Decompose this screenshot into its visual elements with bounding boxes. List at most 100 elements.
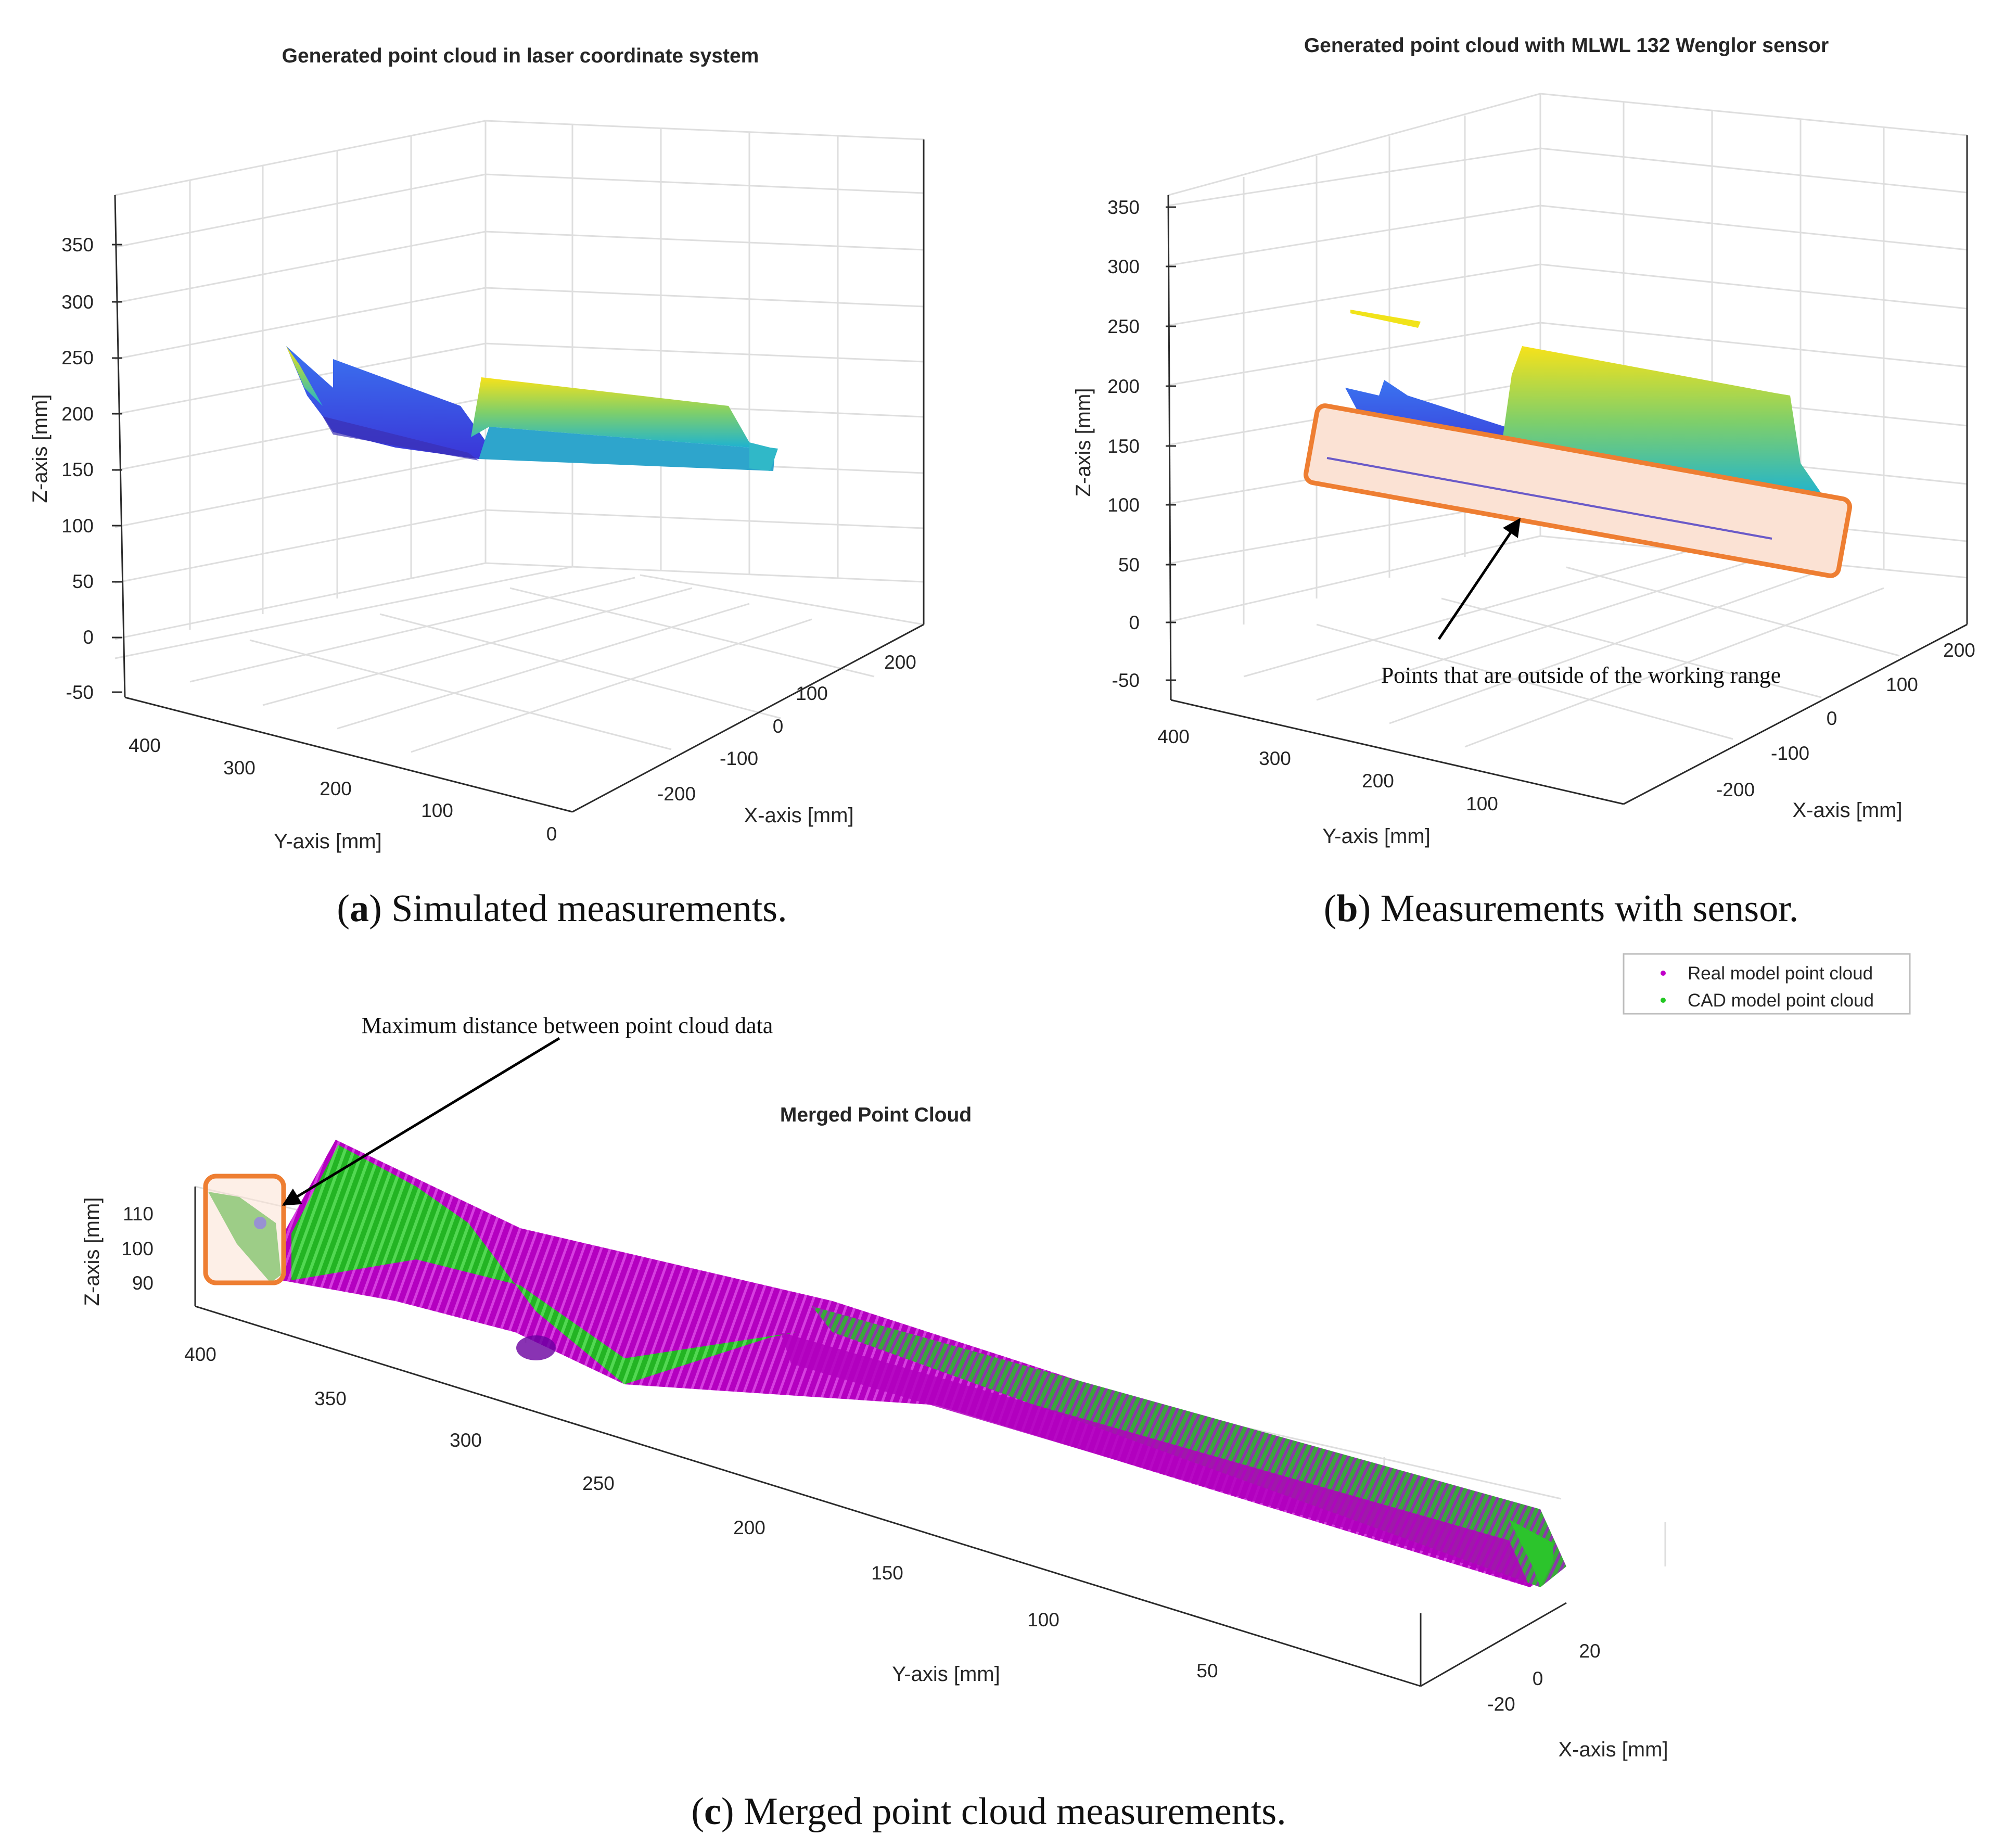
panel-a-zlabel: Z-axis [mm]: [29, 394, 52, 503]
panel-a-surface-run: [749, 442, 778, 471]
tick: 250: [1107, 316, 1140, 337]
panel-a-surface-yellow-tip: [286, 346, 323, 406]
panel-b-z-ticks: 350 300 250 200 150 100 50 0 -50: [1107, 197, 1176, 691]
tick: 200: [320, 778, 352, 799]
tick: 0: [773, 716, 784, 737]
panel-a-surface: [286, 346, 778, 471]
panel-c-axes: [194, 1187, 1567, 1687]
panel-c-xlabel: X-axis [mm]: [1558, 1738, 1668, 1761]
tick: 100: [1107, 494, 1140, 516]
tick: 50: [72, 571, 94, 592]
legend-marker-cad: [1661, 998, 1666, 1003]
legend-label-real: Real model point cloud: [1688, 963, 1873, 984]
panel-a-ylabel: Y-axis [mm]: [274, 830, 381, 853]
panel-b: Generated point cloud with MLWL 132 Weng…: [1072, 34, 1975, 930]
panel-b-arrow: [1437, 518, 1521, 640]
tick: 400: [129, 735, 161, 756]
tick: 100: [121, 1238, 154, 1259]
tick: 250: [61, 347, 94, 368]
panel-c-legend: Real model point cloud CAD model point c…: [1623, 953, 1911, 1015]
panel-b-surface-yellow-strip: [1350, 310, 1421, 328]
tick: 110: [123, 1203, 154, 1225]
tick: 100: [61, 515, 94, 537]
tick: 350: [61, 234, 94, 256]
panel-b-caption-label: b: [1336, 887, 1358, 930]
panel-a-caption-text: ) Simulated measurements.: [369, 887, 787, 930]
panel-a-axes: [114, 139, 925, 813]
panel-b-surface-slope: [1501, 346, 1824, 497]
panel-a-x-ticks: -200 -100 0 100 200: [657, 652, 916, 805]
tick: 0: [1827, 708, 1837, 729]
tick: 150: [1107, 436, 1140, 457]
tick: 300: [1259, 748, 1291, 769]
tick: 200: [1107, 376, 1140, 397]
tick: 20: [1579, 1640, 1600, 1662]
panel-b-out-of-range-line: [1326, 457, 1772, 540]
tick: 300: [450, 1430, 482, 1451]
tick: 300: [1107, 256, 1140, 277]
tick: 90: [132, 1272, 154, 1294]
tick: 350: [1107, 197, 1140, 218]
panel-b-caption-text: ) Measurements with sensor.: [1358, 887, 1799, 930]
panel-c-hole: [516, 1335, 556, 1360]
tick: 400: [1157, 726, 1190, 747]
panel-b-highlight-box: [1304, 403, 1852, 578]
panel-c-real-run: [781, 1332, 1530, 1587]
tick: 200: [61, 403, 94, 425]
tick: 150: [871, 1562, 903, 1584]
legend-marker-real: [1661, 971, 1666, 976]
tick: 100: [796, 683, 828, 704]
panel-a-surface-wall: [471, 377, 749, 448]
tick: 300: [223, 757, 256, 779]
panel-c-cad-main: [291, 1145, 796, 1384]
tick: 250: [582, 1473, 615, 1494]
tick: 400: [184, 1344, 216, 1365]
legend-label-cad: CAD model point cloud: [1688, 990, 1874, 1011]
tick: 100: [1466, 793, 1498, 814]
panel-c-x-ticks: 20 0 -20: [1487, 1640, 1600, 1715]
panel-c-caption-text: ) Merged point cloud measurements.: [721, 1790, 1286, 1833]
panel-a: Generated point cloud in laser coordinat…: [29, 45, 925, 930]
tick: 200: [1943, 640, 1975, 661]
tick: 100: [421, 800, 453, 821]
panel-a-surface-shadow: [323, 416, 479, 461]
panel-c: Real model point cloud CAD model point c…: [81, 953, 1911, 1833]
tick: -50: [1112, 670, 1140, 691]
legend-box: [1623, 953, 1911, 1015]
panel-c-y-ticks: 400 350 300 250 200 150 100 50: [184, 1344, 1218, 1681]
tick: -50: [66, 682, 94, 703]
tick: 350: [314, 1388, 347, 1409]
tick: -100: [1771, 743, 1809, 764]
tick: 0: [83, 627, 94, 648]
panel-c-caption-label: c: [704, 1790, 721, 1833]
tick: 0: [1129, 612, 1140, 633]
panel-b-y-ticks: 400 300 200 100: [1157, 726, 1498, 814]
panel-b-xlabel: X-axis [mm]: [1792, 799, 1902, 822]
panel-c-caption: (c) Merged point cloud measurements.: [691, 1790, 1286, 1833]
panel-a-y-ticks: 400 300 200 100 0: [129, 735, 557, 845]
panel-c-arrow: [282, 1037, 560, 1206]
panel-b-annotation: Points that are outside of the working r…: [1381, 662, 1781, 688]
tick: 0: [1533, 1668, 1543, 1689]
panel-b-axes: [1167, 135, 1968, 805]
panel-c-zlabel: Z-axis [mm]: [81, 1197, 104, 1306]
tick: 200: [1362, 770, 1394, 792]
tick: 150: [61, 459, 94, 480]
panel-b-title: Generated point cloud with MLWL 132 Weng…: [1304, 34, 1829, 57]
tick: -200: [1716, 779, 1755, 800]
panel-a-caption: (a) Simulated measurements.: [337, 887, 787, 930]
panel-a-xlabel: X-axis [mm]: [744, 804, 853, 827]
panel-b-zlabel: Z-axis [mm]: [1072, 388, 1095, 497]
tick: 0: [546, 823, 557, 845]
panel-a-caption-label: a: [350, 887, 369, 930]
tick: 100: [1027, 1609, 1060, 1630]
tick: 200: [884, 652, 916, 673]
panel-b-caption: (b) Measurements with sensor.: [1324, 887, 1799, 930]
panel-b-ylabel: Y-axis [mm]: [1322, 825, 1430, 848]
panel-a-title: Generated point cloud in laser coordinat…: [282, 45, 759, 67]
tick: 300: [61, 291, 94, 313]
panel-c-title: Merged Point Cloud: [780, 1104, 972, 1126]
panel-c-cad-end: [1509, 1520, 1553, 1587]
tick: -200: [657, 783, 696, 805]
